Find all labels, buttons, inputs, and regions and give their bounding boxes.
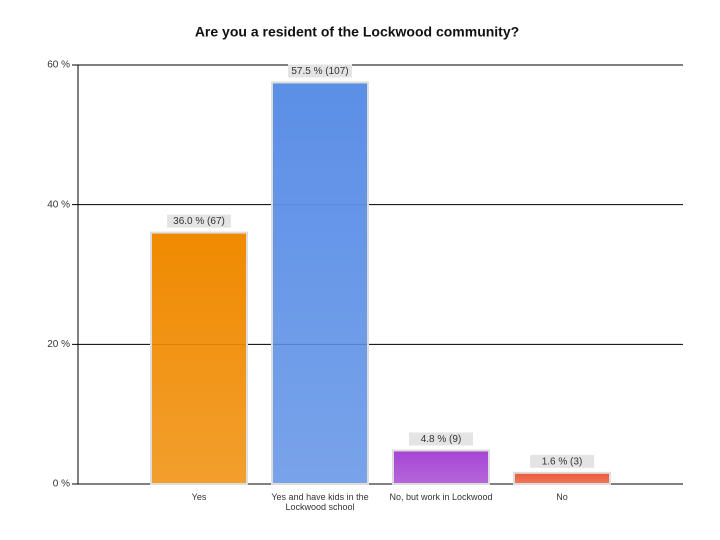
x-tick-label: No: [556, 492, 568, 502]
bar: [392, 449, 490, 486]
value-label: 36.0 % (67): [173, 216, 225, 227]
bar: [150, 231, 248, 485]
y-tick-label: 40 %: [47, 199, 70, 210]
y-tick-label: 0 %: [53, 479, 70, 490]
y-tick-label: 20 %: [47, 339, 70, 350]
x-tick-label: No, but work in Lockwood: [389, 492, 493, 502]
bar: [513, 471, 611, 485]
value-label: 57.5 % (107): [291, 66, 348, 77]
value-label-bg: [167, 214, 231, 228]
chart-title: Are you a resident of the Lockwood commu…: [195, 24, 519, 40]
value-label: 4.8 % (9): [421, 434, 462, 445]
value-label-bg: [288, 64, 352, 78]
x-tick-label: Yes and have kids in the Lockwood school: [271, 492, 369, 512]
x-tick-label: Yes: [191, 492, 207, 502]
value-label-bg: [530, 454, 594, 468]
y-tick-label: 60 %: [47, 60, 70, 71]
value-label: 1.6 % (3): [542, 456, 583, 467]
value-label-bg: [409, 432, 473, 446]
bar: [271, 81, 369, 485]
